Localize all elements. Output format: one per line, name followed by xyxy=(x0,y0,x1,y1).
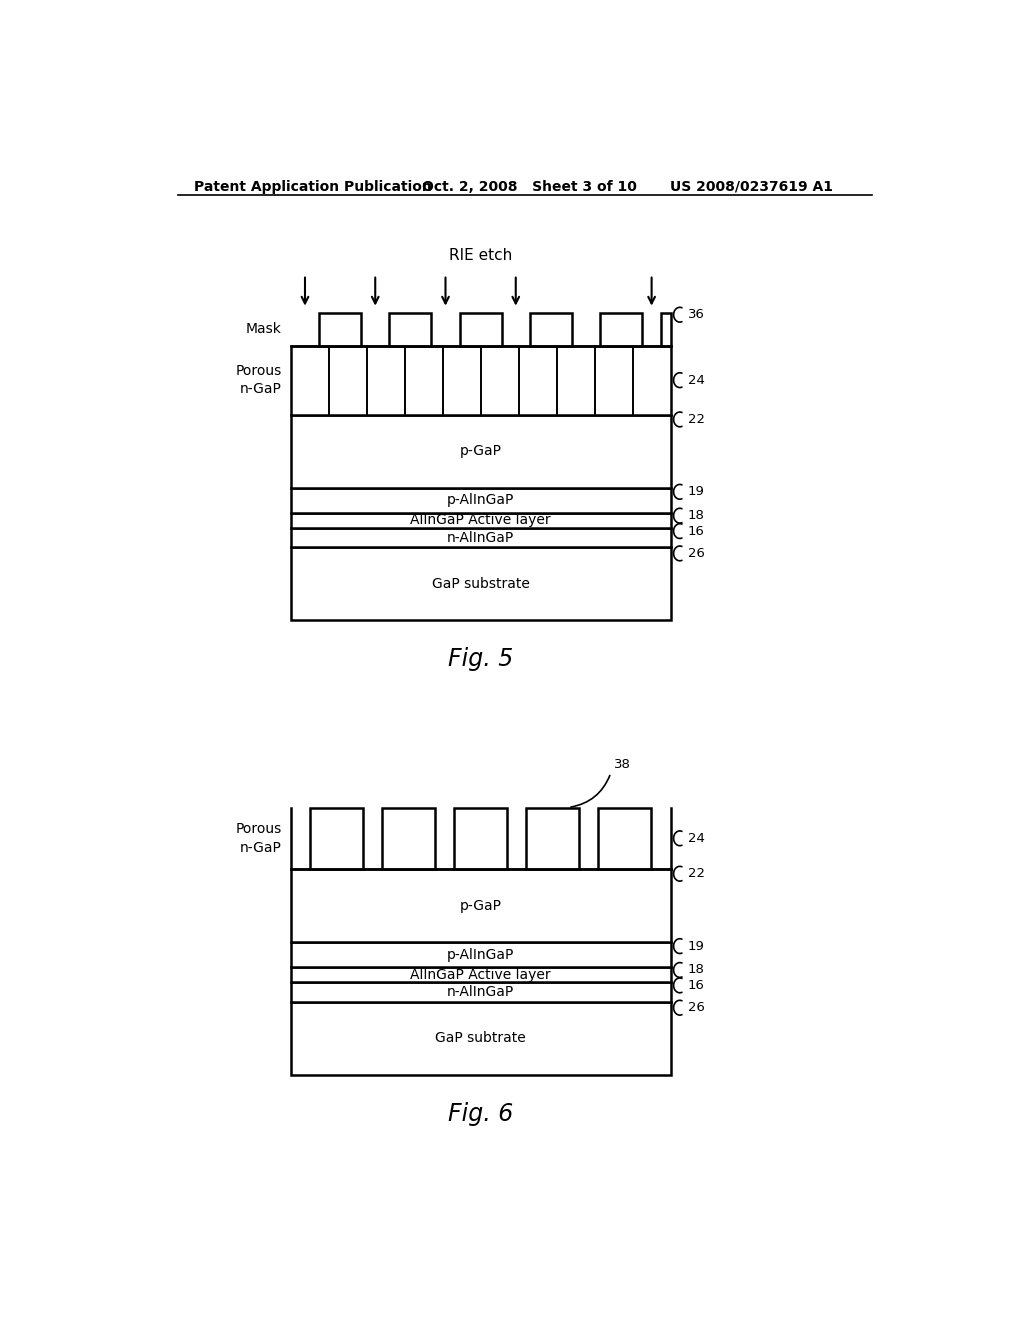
Text: 24: 24 xyxy=(687,832,705,845)
Text: AlInGaP Active layer: AlInGaP Active layer xyxy=(411,513,551,527)
Text: 22: 22 xyxy=(687,413,705,426)
Text: Porous
n-GaP: Porous n-GaP xyxy=(236,822,282,854)
Bar xyxy=(455,808,507,869)
Text: n-AlInGaP: n-AlInGaP xyxy=(447,985,514,999)
Text: 36: 36 xyxy=(687,308,705,321)
Bar xyxy=(291,488,671,512)
Text: 19: 19 xyxy=(687,940,705,953)
Text: Fig. 5: Fig. 5 xyxy=(449,647,513,672)
Bar xyxy=(319,313,361,346)
Text: 16: 16 xyxy=(687,979,705,991)
Text: 18: 18 xyxy=(687,510,705,523)
Text: 19: 19 xyxy=(687,486,705,499)
Text: Mask: Mask xyxy=(246,322,282,337)
Text: 22: 22 xyxy=(687,867,705,880)
Bar xyxy=(291,869,671,942)
Text: 26: 26 xyxy=(687,1001,705,1014)
Bar xyxy=(382,808,435,869)
Bar xyxy=(530,313,571,346)
Text: 38: 38 xyxy=(614,758,631,771)
Bar xyxy=(600,313,642,346)
Bar xyxy=(291,548,671,620)
Bar xyxy=(291,1002,671,1074)
Bar xyxy=(460,313,502,346)
Text: 18: 18 xyxy=(687,964,705,977)
Text: 24: 24 xyxy=(687,374,705,387)
Bar xyxy=(291,968,671,982)
Text: n-AlInGaP: n-AlInGaP xyxy=(447,531,514,545)
Bar xyxy=(389,313,431,346)
Text: GaP substrate: GaP substrate xyxy=(432,577,529,591)
Text: GaP subtrate: GaP subtrate xyxy=(435,1031,526,1045)
Bar xyxy=(598,808,651,869)
Text: Fig. 6: Fig. 6 xyxy=(449,1102,513,1126)
Bar xyxy=(291,414,671,488)
Text: Porous
n-GaP: Porous n-GaP xyxy=(236,364,282,396)
Text: US 2008/0237619 A1: US 2008/0237619 A1 xyxy=(671,180,834,194)
Text: 26: 26 xyxy=(687,546,705,560)
Bar xyxy=(291,942,671,966)
Bar xyxy=(526,808,579,869)
Bar xyxy=(291,528,671,548)
Text: p-AlInGaP: p-AlInGaP xyxy=(446,494,514,507)
Text: p-AlInGaP: p-AlInGaP xyxy=(446,948,514,961)
Text: p-GaP: p-GaP xyxy=(460,445,502,458)
Text: RIE etch: RIE etch xyxy=(449,248,512,263)
Bar xyxy=(310,808,362,869)
Text: p-GaP: p-GaP xyxy=(460,899,502,912)
Bar xyxy=(662,313,671,346)
Text: AlInGaP Active layer: AlInGaP Active layer xyxy=(411,968,551,982)
Text: Oct. 2, 2008   Sheet 3 of 10: Oct. 2, 2008 Sheet 3 of 10 xyxy=(423,180,637,194)
Bar xyxy=(291,346,671,414)
Bar xyxy=(291,512,671,528)
Bar xyxy=(291,982,671,1002)
Text: Patent Application Publication: Patent Application Publication xyxy=(194,180,432,194)
Text: 16: 16 xyxy=(687,524,705,537)
